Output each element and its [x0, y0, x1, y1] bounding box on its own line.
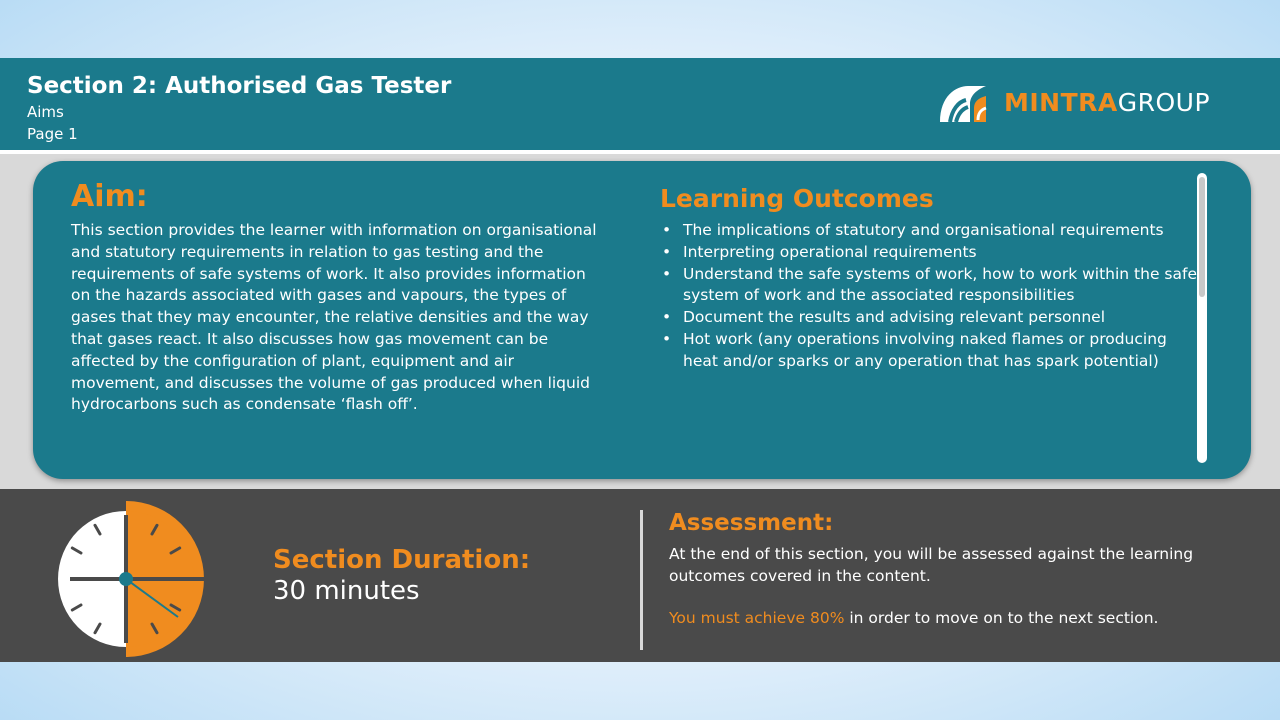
clock-tick	[70, 603, 83, 612]
page-title: Section 2: Authorised Gas Tester	[27, 73, 452, 99]
section-duration-value: 30 minutes	[273, 576, 420, 606]
assessment-heading: Assessment:	[669, 510, 834, 536]
logo-text: MINTRAGROUP	[1004, 88, 1210, 117]
logo-text-group: GROUP	[1117, 88, 1211, 117]
assessment-requirement: You must achieve 80% in order to move on…	[669, 608, 1249, 630]
info-bar: Section Duration: 30 minutes Assessment:…	[0, 489, 1280, 662]
page-number: Page 1	[27, 125, 78, 143]
learning-outcomes-heading: Learning Outcomes	[660, 184, 934, 213]
content-card: Aim: This section provides the learner w…	[33, 161, 1251, 479]
list-item: • Document the results and advising relev…	[660, 307, 1200, 329]
mintra-logo-icon	[940, 86, 987, 123]
clock-tick	[70, 546, 83, 555]
mintra-logo: MINTRAGROUP	[934, 80, 1254, 130]
header-bar: Section 2: Authorised Gas Tester Aims Pa…	[0, 58, 1280, 150]
list-item: • Hot work (any operations involving nake…	[660, 329, 1200, 373]
header-divider	[0, 150, 1280, 154]
bullet: •	[662, 264, 672, 283]
scrollbar-thumb[interactable]	[1199, 177, 1205, 297]
aim-body: This section provides the learner with i…	[71, 221, 597, 414]
bullet: •	[662, 329, 672, 348]
bullet: •	[662, 221, 672, 239]
clock-tick	[169, 603, 182, 612]
list-item: • Understand the safe systems of work, ho…	[660, 264, 1200, 308]
slide: Section 2: Authorised Gas Tester Aims Pa…	[0, 58, 1280, 662]
list-item: • Interpreting operational requirements	[660, 242, 1200, 264]
clock-tick	[150, 622, 159, 635]
assessment-body: At the end of this section, you will be …	[669, 545, 1194, 585]
aim-heading: Aim:	[71, 179, 148, 214]
vertical-divider	[640, 510, 643, 650]
bullet: •	[662, 242, 672, 261]
list-item-text: The implications of statutory and organi…	[683, 221, 1164, 239]
clock-tick	[169, 546, 182, 555]
clock-icon	[58, 501, 214, 657]
assessment-pass-mark: You must achieve 80%	[669, 609, 845, 627]
list-item-text: Document the results and advising releva…	[683, 308, 1106, 327]
list-item: • The implications of statutory and organ…	[660, 220, 1200, 242]
clock-tick	[93, 523, 102, 536]
learning-outcomes-list: • The implications of statutory and organ…	[660, 220, 1200, 373]
list-item-text: Hot work (any operations involving naked…	[683, 329, 1167, 370]
bullet: •	[662, 308, 672, 327]
list-item-text: Interpreting operational requirements	[683, 242, 977, 261]
clock-tick	[150, 523, 159, 536]
list-item-text: Understand the safe systems of work, how…	[683, 264, 1197, 305]
section-duration-label: Section Duration:	[273, 545, 531, 575]
assessment-requirement-text: in order to move on to the next section.	[844, 609, 1159, 627]
page-subtitle: Aims	[27, 103, 64, 121]
logo-text-mintra: MINTRA	[1004, 88, 1118, 117]
clock-tick	[93, 622, 102, 635]
content-scrollbar[interactable]	[1197, 173, 1207, 463]
